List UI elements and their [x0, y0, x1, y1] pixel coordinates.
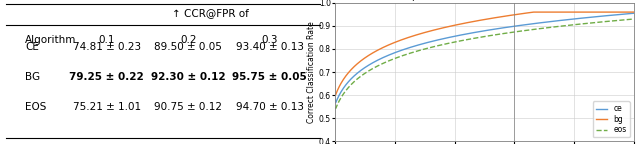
Text: 89.50 ± 0.05: 89.50 ± 0.05 — [154, 42, 222, 52]
ce — [332, 102, 340, 104]
Text: 93.40 ± 0.13: 93.40 ± 0.13 — [236, 42, 303, 52]
eos — [332, 107, 339, 109]
bg — [475, 20, 483, 21]
Text: 0.3: 0.3 — [261, 35, 278, 45]
bg — [630, 11, 637, 13]
Y-axis label: Correct Classification Rate: Correct Classification Rate — [307, 21, 316, 123]
eos — [476, 37, 483, 38]
Text: 74.81 ± 0.23: 74.81 ± 0.23 — [72, 42, 141, 52]
bg — [332, 94, 339, 96]
ce — [493, 28, 501, 30]
ce — [476, 31, 483, 33]
ce — [474, 31, 481, 33]
Text: 0.2: 0.2 — [180, 35, 196, 45]
eos — [577, 23, 584, 25]
Text: 0.1: 0.1 — [99, 35, 115, 45]
Text: Algorithm: Algorithm — [25, 35, 77, 45]
Title: Open-Set Classification Rate Curve: Open-Set Classification Rate Curve — [405, 0, 564, 1]
eos — [493, 34, 501, 35]
eos — [623, 19, 631, 20]
bg — [623, 11, 631, 13]
Line: bg: bg — [335, 12, 634, 95]
Text: CE: CE — [25, 42, 39, 52]
Text: 90.75 ± 0.12: 90.75 ± 0.12 — [154, 102, 222, 112]
Legend: ce, bg, eos: ce, bg, eos — [593, 101, 630, 137]
ce — [332, 99, 339, 101]
Text: 92.30 ± 0.12: 92.30 ± 0.12 — [151, 72, 225, 82]
Line: ce: ce — [335, 13, 634, 103]
bg — [577, 11, 584, 13]
eos — [332, 108, 340, 109]
Text: ↑ CCR@FPR of: ↑ CCR@FPR of — [172, 8, 248, 18]
Line: eos: eos — [335, 19, 634, 108]
eos — [630, 18, 637, 20]
ce — [509, 25, 517, 27]
eos — [509, 31, 517, 33]
Text: 75.21 ± 1.01: 75.21 ± 1.01 — [72, 102, 141, 112]
eos — [474, 37, 481, 39]
bg — [530, 11, 538, 13]
ce — [630, 12, 637, 14]
ce — [577, 17, 584, 19]
Text: BG: BG — [25, 72, 40, 82]
bg — [509, 14, 516, 16]
ce — [623, 13, 631, 15]
Text: 95.75 ± 0.05: 95.75 ± 0.05 — [232, 72, 307, 82]
Text: 79.25 ± 0.22: 79.25 ± 0.22 — [69, 72, 144, 82]
Text: EOS: EOS — [25, 102, 47, 112]
Text: 94.70 ± 0.13: 94.70 ± 0.13 — [236, 102, 303, 112]
bg — [473, 20, 481, 22]
bg — [493, 17, 500, 18]
